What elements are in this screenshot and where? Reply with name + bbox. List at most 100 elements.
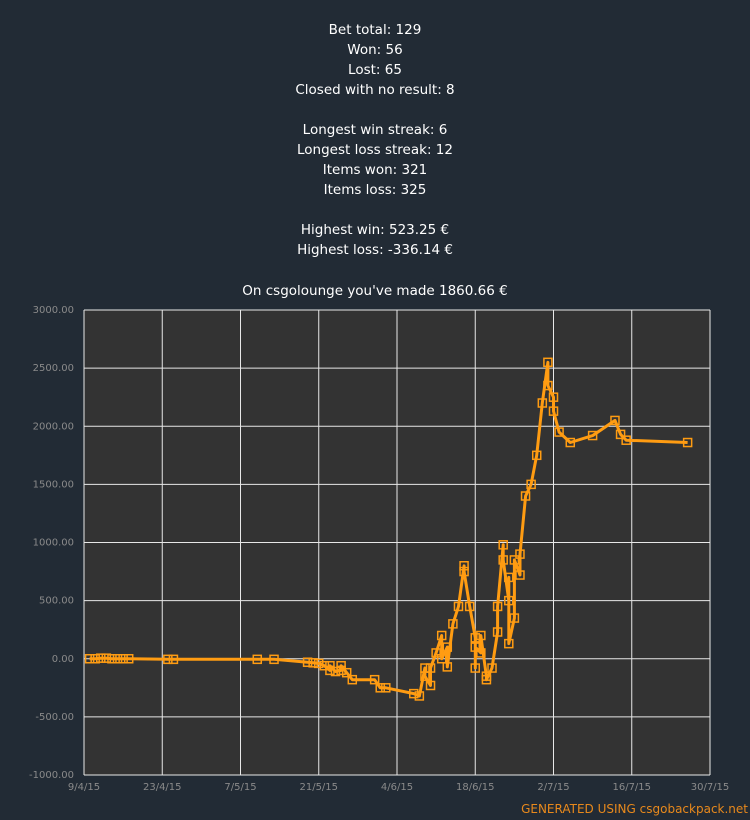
x-axis: 9/4/15 23/4/15 7/5/15 21/5/15 4/6/15 18/6/15 2… [68,782,729,793]
data-point [476,648,486,658]
data-point [504,572,514,583]
data-point [621,435,631,445]
y-tick-label: 1000.00 [33,538,74,549]
x-tick-label: 16/7/15 [612,782,651,793]
data-point [375,683,385,693]
items-won: Items won: 321 [322,162,428,178]
x-tick-label: 23/4/15 [143,782,182,793]
data-point [425,680,436,691]
grid [83,309,711,776]
data-point [163,654,173,665]
data-point [543,357,553,368]
data-point [587,430,598,441]
series-line [89,360,688,698]
y-tick-label: 3000.00 [33,305,74,316]
data-point [369,674,380,685]
y-tick-label: 1500.00 [33,479,74,490]
data-point [436,654,447,664]
data-point [302,657,313,667]
y-tick-label: 2500.00 [33,363,74,374]
data-point [476,630,486,641]
x-tick-label: 2/7/15 [537,782,569,793]
closed-no-result: Closed with no result: 8 [295,82,455,98]
y-tick-label: -1000.00 [29,770,74,781]
highest-win: Highest win: 523.25 € [300,222,450,238]
data-point [436,630,447,641]
x-tick-label: 18/6/15 [456,782,495,793]
data-point [420,671,430,681]
data-point [442,642,453,652]
data-point [504,595,514,606]
data-point [308,658,318,668]
x-tick-label: 21/5/15 [299,782,338,793]
data-point [470,663,480,673]
data-point [531,450,542,461]
profit-summary: On csgolounge you've made 1860.66 € [242,283,508,299]
data-point [498,555,508,565]
data-point [448,619,458,629]
data-point [610,415,620,426]
data-point [543,380,553,391]
data-point [554,427,564,437]
data-point [341,667,352,678]
x-tick-label: 30/7/15 [691,782,730,793]
data-point [526,479,536,490]
items-loss: Items loss: 325 [323,182,427,198]
data-point [509,555,520,565]
spacer [0,100,750,120]
data-point [470,633,480,643]
data-point [118,654,128,664]
series-layer [84,357,693,701]
y-axis: 3000.00 2500.00 2000.00 1500.00 1000.00 500.0… [29,305,74,781]
data-point [409,688,419,699]
data-point [347,674,358,685]
data-point [425,663,436,673]
data-point [470,642,480,652]
data-point [84,654,95,664]
data-point [515,570,525,580]
data-point [96,653,106,663]
data-point [492,627,503,637]
data-point [381,683,391,693]
data-point [498,540,508,550]
x-tick-label: 7/5/15 [224,782,256,793]
stats-panel: Bet total: 129 Won: 56 Lost: 65 Closed w… [0,20,750,260]
data-point [431,648,441,658]
lost-count: Lost: 65 [348,62,402,78]
longest-loss-streak: Longest loss streak: 12 [297,142,453,158]
spacer [0,200,750,220]
data-point [336,660,346,671]
data-point [414,691,425,701]
data-point [90,654,100,664]
x-tick-label: 4/6/15 [381,782,413,793]
data-point [565,437,576,448]
highest-loss: Highest loss: -336.14 € [297,242,453,258]
y-tick-label: -500.00 [35,712,74,723]
data-point [314,658,324,669]
footer-credit[interactable]: GENERATED USING csgobackpack.net [521,802,748,816]
x-tick-label: 9/4/15 [68,782,100,793]
data-point [330,666,341,677]
data-point [101,653,112,663]
data-point [481,674,492,685]
data-point [504,638,514,649]
data-point [325,660,335,671]
data-point [252,654,263,665]
data-point [487,663,497,673]
longest-win-streak: Longest win streak: 6 [302,122,448,138]
data-point [168,654,179,665]
data-point [112,654,123,664]
data-point [682,437,693,448]
y-tick-label: 2000.00 [33,421,74,432]
data-point [548,392,559,402]
data-point [453,601,464,612]
y-tick-label: 0.00 [52,654,74,665]
data-point [107,654,117,664]
data-point [442,662,453,672]
data-point [269,654,279,665]
data-point [492,601,503,612]
data-point [537,398,548,408]
y-tick-label: 500.00 [39,596,74,607]
data-point [459,561,469,571]
